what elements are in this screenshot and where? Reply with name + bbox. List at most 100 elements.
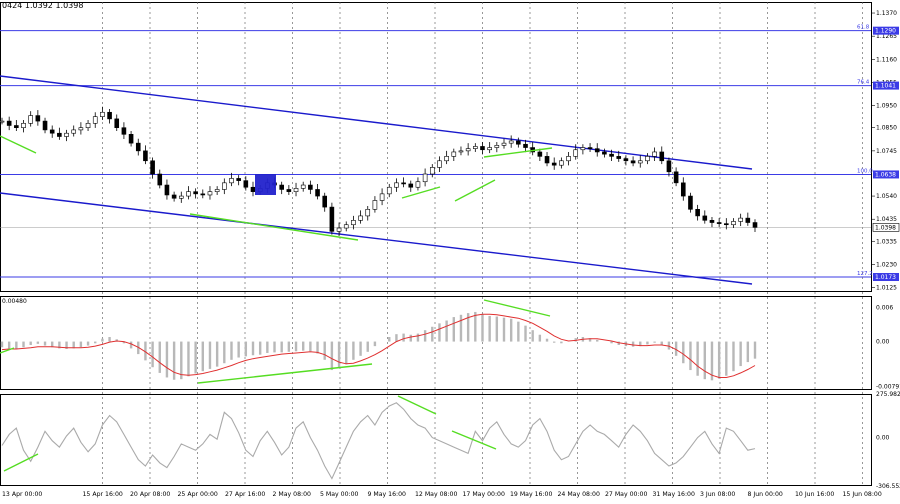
candle-body <box>731 221 736 226</box>
macd-divergence-line <box>483 299 551 317</box>
fib-level-label: 61.8 <box>857 25 870 31</box>
fib-level-label: 100.0 <box>857 168 873 174</box>
candle-body <box>645 156 650 162</box>
candle-body <box>42 120 48 131</box>
candle-body <box>630 160 636 164</box>
candle-body <box>680 182 686 197</box>
divergence-line <box>0 135 37 154</box>
candle-body <box>465 148 471 152</box>
candle-body <box>738 217 743 222</box>
x-tick-label: 15 Apr 16:00 <box>83 491 123 498</box>
y-tick-label: -306.552 <box>876 483 900 490</box>
divergence-line <box>401 186 441 199</box>
ohlc-header: 0424 1.0392 1.0398 <box>2 1 84 10</box>
candle-body <box>35 115 41 122</box>
candle-body <box>637 160 643 164</box>
candle-body <box>329 206 335 232</box>
candle-body <box>659 151 665 162</box>
y-tick-label: 1.1265 <box>876 33 897 40</box>
candle-body <box>394 182 399 188</box>
candle-body <box>587 147 593 149</box>
candle-body <box>358 215 363 221</box>
candle-body <box>458 150 464 153</box>
candle-body <box>566 156 571 162</box>
candle-body <box>724 223 729 226</box>
candle-body <box>580 147 586 151</box>
fib-level-label: 127.2 <box>857 271 873 277</box>
candle-body <box>688 195 693 210</box>
x-tick-label: 19 May 16:00 <box>510 491 552 498</box>
y-tick-label: 1.0125 <box>876 285 897 292</box>
y-tick-label: 1.0230 <box>876 261 897 268</box>
candle-body <box>401 182 406 185</box>
candle-body <box>286 189 292 192</box>
candle-body <box>551 162 557 166</box>
candle-body <box>695 209 700 217</box>
candle-body <box>716 222 722 224</box>
candle-body <box>135 142 141 152</box>
candle-body <box>85 122 91 129</box>
candle-body <box>107 111 112 120</box>
candle-body <box>473 146 478 149</box>
candle-body <box>494 145 500 148</box>
candle-body <box>487 147 492 151</box>
candle-body <box>666 160 672 173</box>
candle-body <box>121 127 127 135</box>
fib-price-tag-text: 1.1290 <box>875 28 896 35</box>
candle-body <box>508 140 514 144</box>
fib-price-tag <box>873 273 899 282</box>
candle-body <box>236 178 241 181</box>
pane-frame-3 <box>0 394 872 486</box>
candle-body <box>379 193 385 201</box>
candle-body <box>207 191 213 196</box>
candle-body <box>322 195 328 208</box>
candle-body <box>623 158 629 162</box>
y-tick-label: 1.0435 <box>876 216 897 223</box>
candle-body <box>14 125 19 129</box>
candle-body <box>315 189 320 197</box>
y-tick-label: 275.982 <box>876 391 900 398</box>
current-price-text: 1.0398 <box>875 224 896 231</box>
candle-body <box>351 220 356 226</box>
candle-body <box>537 151 543 157</box>
fib-price-tag-text: 1.0638 <box>875 171 896 178</box>
candle-body <box>480 146 485 151</box>
x-tick-label: 2 May 08:00 <box>273 491 312 498</box>
y-tick-label: 0.006 <box>876 304 893 311</box>
x-tick-label: 24 May 08:00 <box>558 491 600 498</box>
x-tick-label: 3 Jun 08:00 <box>700 491 735 498</box>
y-tick-label: 1.0335 <box>876 238 897 245</box>
pane-frame-2 <box>0 296 872 390</box>
candle-body <box>451 151 457 157</box>
candle-body <box>229 178 234 184</box>
candle-body <box>300 184 306 189</box>
candle-body <box>243 180 249 188</box>
y-tick-label: -0.00791 <box>876 384 900 391</box>
fib-level-label: 76.4 <box>857 80 870 86</box>
candle-body <box>501 142 507 146</box>
channel-lower-line <box>0 192 753 285</box>
candle-body <box>0 120 5 123</box>
x-tick-label: 12 May 08:00 <box>415 491 457 498</box>
candle-body <box>516 140 521 145</box>
macd-divergence-line <box>0 347 15 354</box>
candle-body <box>100 111 105 117</box>
candle-body <box>336 227 342 232</box>
macd-divergence-line <box>197 363 373 384</box>
candle-body <box>6 120 12 126</box>
candle-body <box>193 191 198 195</box>
candle-body <box>150 160 155 175</box>
candle-body <box>57 132 62 137</box>
fib-price-tag-text: 1.1041 <box>875 83 896 90</box>
candle-body <box>164 184 170 196</box>
candle-body <box>408 183 414 188</box>
x-tick-label: 27 Apr 16:00 <box>225 491 265 498</box>
candle-body <box>114 118 120 129</box>
y-tick-label: 1.0850 <box>876 125 897 132</box>
candle-body <box>178 195 184 199</box>
candle-body <box>143 150 148 162</box>
candle-body <box>186 191 191 197</box>
candle-body <box>372 200 378 210</box>
candle-body <box>157 173 163 186</box>
